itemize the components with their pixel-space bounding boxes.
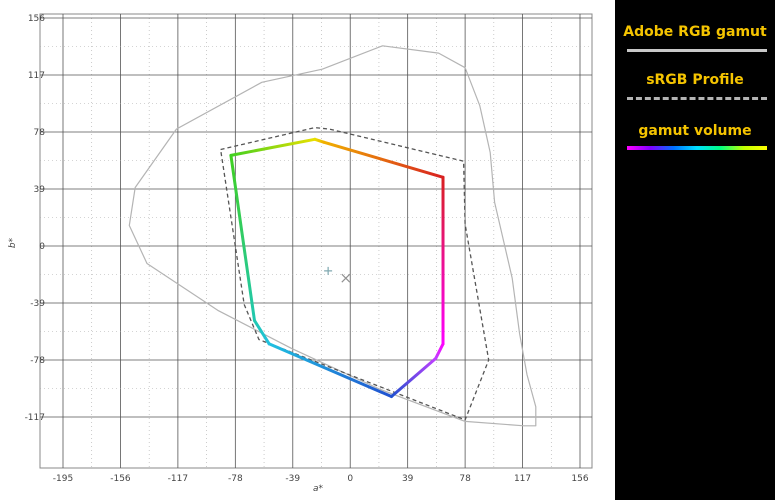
legend-panel: Adobe RGB gamut sRGB Profile gamut volum… (615, 0, 775, 500)
y-tick-label: -78 (30, 356, 45, 366)
x-tick-label: -78 (228, 474, 243, 484)
y-tick-label: 39 (34, 185, 46, 195)
x-axis-label: a* (313, 484, 324, 494)
y-tick-label: 117 (28, 71, 45, 81)
x-tick-label: 39 (402, 474, 414, 484)
x-tick-label: 117 (514, 474, 531, 484)
y-tick-label: 0 (39, 242, 45, 252)
x-tick-label: -156 (110, 474, 131, 484)
y-tick-label: 156 (28, 14, 45, 24)
gamut-volume-segment (322, 140, 445, 179)
chart-svg: -195 -156 -117 -78 -39 0 39 78 117 156 156 117 78 39 0… (8, 13, 593, 494)
legend-adobe-rgb-label: Adobe RGB gamut (623, 24, 767, 40)
gamut-volume-series (229, 137, 445, 399)
y-axis-label: b* (8, 237, 18, 248)
tick-labels: -195 -156 -117 -78 -39 0 39 78 117 156 156 117 78 39 0… (25, 14, 589, 484)
legend-gamut-volume-swatch (627, 146, 767, 150)
white-point-plus-marker (324, 266, 333, 275)
legend-srgb-swatch (627, 97, 767, 100)
x-tick-label: 0 (347, 474, 353, 484)
x-tick-label: -39 (285, 474, 300, 484)
adobe-rgb-gamut-series (128, 45, 537, 427)
gamut-volume-segment (434, 342, 445, 361)
legend-gamut-volume-label: gamut volume (638, 123, 752, 139)
gamut-volume-segment (252, 319, 271, 346)
gamut-volume-segment (389, 357, 438, 399)
x-tick-label: 156 (571, 474, 588, 484)
x-tick-label: 78 (459, 474, 471, 484)
gamut-volume-segment (313, 137, 326, 144)
x-tick-label: -117 (168, 474, 188, 484)
plot-area: -195 -156 -117 -78 -39 0 39 78 117 156 156 117 78 39 0… (8, 13, 593, 494)
x-tick-label: -195 (53, 474, 73, 484)
legend-srgb-label: sRGB Profile (646, 72, 744, 88)
y-tick-label: -117 (25, 413, 45, 423)
legend-adobe-rgb-swatch (627, 49, 767, 52)
grid-lines (39, 13, 593, 469)
srgb-profile-series (219, 126, 490, 421)
plot-frame (39, 13, 593, 469)
white-point-x-marker (341, 273, 351, 283)
series-layer (128, 45, 537, 427)
y-tick-label: -39 (30, 299, 45, 309)
gamut-volume-segment (267, 342, 393, 399)
y-tick-label: 78 (34, 128, 46, 138)
gamut-volume-segment (229, 137, 317, 157)
gamut-volume-segment (229, 153, 256, 323)
marker-layer (324, 266, 351, 283)
